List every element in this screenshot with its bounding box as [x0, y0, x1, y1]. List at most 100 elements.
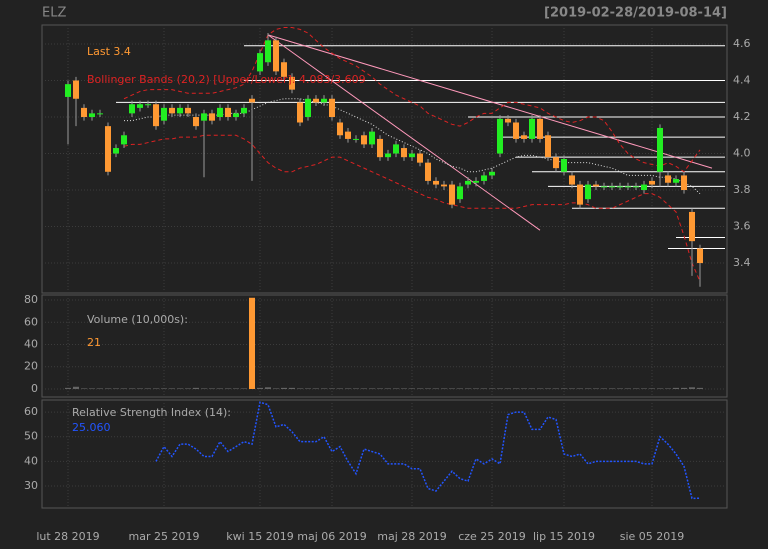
volume-bar	[449, 388, 455, 389]
y-tick-label: 30	[24, 479, 38, 492]
x-tick-label: lip 15 2019	[533, 530, 595, 543]
volume-bar	[329, 388, 335, 389]
volume-bar	[433, 388, 439, 389]
volume-bar	[361, 388, 367, 389]
y-tick-label: 3.8	[733, 183, 751, 196]
volume-bar	[105, 388, 111, 389]
volume-bar	[273, 388, 279, 389]
candle-body	[193, 117, 199, 127]
candle-body	[689, 211, 695, 242]
candle-body	[553, 157, 559, 169]
volume-bar	[561, 388, 567, 389]
volume-bar	[137, 388, 143, 389]
volume-bar	[97, 388, 103, 389]
candle-body	[385, 153, 391, 158]
candle-body	[161, 107, 167, 121]
candle-body	[673, 179, 679, 183]
volume-bar	[297, 388, 303, 389]
price-panel	[41, 24, 728, 294]
candle-body	[281, 62, 287, 77]
candle-body	[121, 135, 127, 145]
volume-bar	[249, 297, 255, 389]
volume-label: Volume (10,000s):	[87, 313, 188, 326]
candle-body	[577, 184, 583, 205]
candle-body	[489, 171, 495, 176]
volume-bar	[209, 388, 215, 389]
volume-bar	[673, 387, 679, 389]
candle-body	[145, 104, 151, 106]
x-tick-label: lut 28 2019	[36, 530, 99, 543]
volume-bar	[537, 388, 543, 389]
volume-bar	[161, 388, 167, 389]
volume-bar	[473, 388, 479, 389]
x-tick-label: maj 28 2019	[377, 530, 447, 543]
x-tick-label: mar 25 2019	[129, 530, 200, 543]
candle-body	[561, 159, 567, 172]
x-tick-label: maj 06 2019	[297, 530, 367, 543]
x-tick-label: kwi 15 2019	[226, 530, 293, 543]
candle-body	[73, 80, 79, 99]
candle-body	[617, 186, 623, 188]
candle-body	[393, 144, 399, 154]
y-tick-label: 80	[24, 293, 38, 306]
volume-bar	[441, 388, 447, 389]
x-tick-label: sie 05 2019	[620, 530, 685, 543]
candle-body	[233, 113, 239, 118]
volume-bar	[73, 386, 79, 389]
legend-text: Last 3.4	[87, 45, 131, 58]
volume-bar	[321, 388, 327, 389]
candle-body	[297, 102, 303, 123]
candle-body	[433, 180, 439, 185]
candle-body	[321, 98, 327, 103]
volume-bar	[465, 388, 471, 389]
candle-body	[649, 180, 655, 185]
volume-bar	[553, 388, 559, 389]
volume-bar	[257, 387, 263, 389]
volume-bar	[81, 388, 87, 389]
candle-body	[329, 98, 335, 118]
candle-body	[113, 148, 119, 154]
volume-bar	[489, 388, 495, 389]
candle-body	[217, 107, 223, 118]
volume-bar	[577, 388, 583, 389]
volume-bar	[185, 388, 191, 389]
volume-bar	[369, 388, 375, 389]
candle-body	[97, 113, 103, 115]
volume-bar	[233, 388, 239, 389]
volume-bar	[665, 388, 671, 389]
y-tick-label: 60	[24, 315, 38, 328]
volume-bar	[681, 387, 687, 389]
chart-title: ELZ	[42, 6, 66, 21]
candle-body	[89, 113, 95, 118]
candle-body	[369, 131, 375, 145]
candle-body	[185, 107, 191, 114]
candle-body	[505, 118, 511, 123]
candle-body	[633, 186, 639, 188]
candle-body	[529, 118, 535, 139]
y-tick-label: 4.2	[733, 110, 751, 123]
candle-body	[465, 180, 471, 185]
candle-body	[81, 107, 87, 118]
candle-body	[641, 184, 647, 191]
candle-body	[625, 186, 631, 188]
candle-body	[409, 153, 415, 158]
candle-body	[585, 184, 591, 200]
volume-bar	[641, 388, 647, 389]
candle-body	[249, 98, 255, 103]
candle-body	[657, 127, 663, 172]
volume-bar	[177, 388, 183, 389]
candle-body	[177, 107, 183, 114]
volume-bar	[353, 388, 359, 389]
volume-bar	[649, 388, 655, 389]
volume-bar	[153, 388, 159, 389]
volume-bar	[201, 388, 207, 389]
candle-body	[337, 122, 343, 136]
volume-bar	[497, 388, 503, 389]
volume-bar	[289, 387, 295, 389]
volume-bar	[241, 388, 247, 389]
candle-body	[697, 248, 703, 264]
candle-body	[273, 40, 279, 72]
volume-bar	[129, 388, 135, 389]
volume-last: 21	[87, 336, 101, 349]
y-tick-label: 40	[24, 337, 38, 350]
